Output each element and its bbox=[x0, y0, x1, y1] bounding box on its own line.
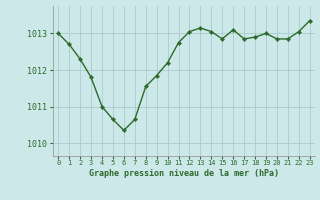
X-axis label: Graphe pression niveau de la mer (hPa): Graphe pression niveau de la mer (hPa) bbox=[89, 169, 279, 178]
